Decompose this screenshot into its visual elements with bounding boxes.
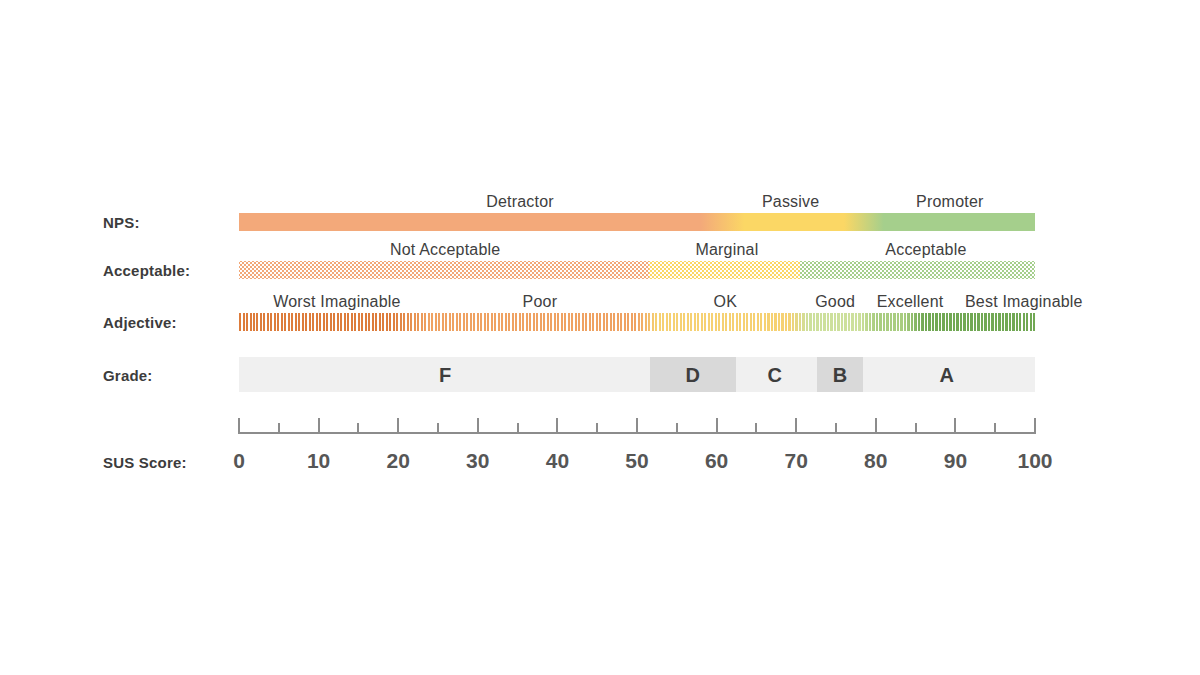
row-label-adjective: Adjective: <box>103 314 177 331</box>
nps-bar-row: DetractorPassivePromoter <box>239 213 1035 231</box>
tick-label-0: 0 <box>233 449 245 473</box>
band-label-passive: Passive <box>762 193 819 211</box>
major-tick <box>318 418 320 432</box>
sus-score-chart: NPS:DetractorPassivePromoterAcceptable:N… <box>0 0 1200 675</box>
band-label-marginal: Marginal <box>695 241 758 259</box>
tick-label-50: 50 <box>625 449 648 473</box>
tick-label-10: 10 <box>307 449 330 473</box>
acceptable-bar <box>239 261 1035 279</box>
major-tick <box>238 418 240 432</box>
major-tick <box>1034 418 1036 432</box>
adjective-bar-row: Worst ImaginablePoorOKGoodExcellentBest … <box>239 313 1035 331</box>
tick-label-30: 30 <box>466 449 489 473</box>
minor-tick <box>437 423 439 432</box>
minor-tick <box>676 423 678 432</box>
grade-bar <box>239 357 1035 392</box>
major-tick <box>954 418 956 432</box>
band-label-poor: Poor <box>523 293 558 311</box>
major-tick <box>875 418 877 432</box>
axis-label-sus-score: SUS Score: <box>103 454 187 471</box>
tick-label-100: 100 <box>1017 449 1052 473</box>
minor-tick <box>596 423 598 432</box>
major-tick <box>477 418 479 432</box>
row-label-acceptable: Acceptable: <box>103 262 190 279</box>
band-label-good: Good <box>815 293 855 311</box>
grade-letter-c: C <box>767 363 781 386</box>
minor-tick <box>357 423 359 432</box>
major-tick <box>795 418 797 432</box>
band-label-promoter: Promoter <box>916 193 983 211</box>
tick-label-70: 70 <box>785 449 808 473</box>
band-label-acceptable: Acceptable <box>885 241 966 259</box>
band-label-worst-imaginable: Worst Imaginable <box>273 293 400 311</box>
minor-tick <box>278 423 280 432</box>
band-label-excellent: Excellent <box>877 293 944 311</box>
minor-tick <box>915 423 917 432</box>
major-tick <box>397 418 399 432</box>
major-tick <box>556 418 558 432</box>
band-label-best-imaginable: Best Imaginable <box>965 293 1083 311</box>
tick-label-60: 60 <box>705 449 728 473</box>
grade-letter-b: B <box>833 363 847 386</box>
major-tick <box>716 418 718 432</box>
band-label-ok: OK <box>714 293 738 311</box>
tick-label-90: 90 <box>944 449 967 473</box>
sus-axis-line <box>238 432 1036 434</box>
adjective-bar <box>239 313 1035 331</box>
minor-tick <box>755 423 757 432</box>
major-tick <box>636 418 638 432</box>
row-label-nps: NPS: <box>103 214 140 231</box>
band-label-not-acceptable: Not Acceptable <box>390 241 500 259</box>
minor-tick <box>835 423 837 432</box>
row-label-grade: Grade: <box>103 366 153 383</box>
grade-letter-d: D <box>685 363 699 386</box>
grade-letter-f: F <box>439 363 451 386</box>
tick-label-20: 20 <box>387 449 410 473</box>
band-label-detractor: Detractor <box>486 193 554 211</box>
minor-tick <box>994 423 996 432</box>
tick-label-80: 80 <box>864 449 887 473</box>
minor-tick <box>517 423 519 432</box>
grade-bar-row: FDCBA <box>239 357 1035 392</box>
nps-bar <box>239 213 1035 231</box>
acceptable-bar-row: Not AcceptableMarginalAcceptable <box>239 261 1035 279</box>
tick-label-40: 40 <box>546 449 569 473</box>
grade-letter-a: A <box>939 363 953 386</box>
